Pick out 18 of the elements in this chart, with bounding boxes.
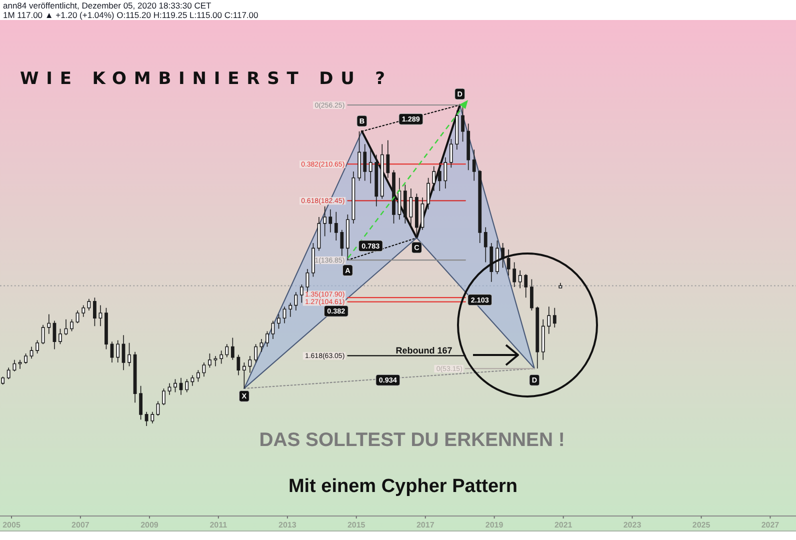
x-tick-label: 2017 — [416, 520, 435, 530]
x-tick-label: 2025 — [692, 520, 711, 530]
x-tick-label: 2005 — [2, 520, 21, 530]
x-tick-label: 2027 — [761, 520, 780, 530]
x-tick-label: 2013 — [278, 520, 297, 530]
x-tick-label: 2007 — [72, 520, 90, 530]
x-tick-label: 2011 — [210, 520, 228, 530]
x-tick-label: 2021 — [554, 520, 573, 530]
x-tick-label: 2019 — [485, 520, 504, 530]
x-tick-label: 2023 — [623, 520, 642, 530]
x-tick-label: 2009 — [140, 520, 159, 530]
chart-title: WIE KOMBINIERST DU ? — [20, 69, 385, 89]
x-tick-label: 2015 — [347, 520, 366, 530]
text: Mit einem Cypher Pattern — [288, 476, 518, 497]
text: 1M 117.00 ▲ +1.20 (+1.04%) O:115.20 H:119.25 L:115.00 C:117.00 — [3, 10, 259, 20]
text: DAS SOLLTEST DU ERKENNEN ! — [259, 429, 565, 451]
annotation: Rebound 167 — [396, 346, 452, 356]
text: ann84 veröffentlicht, Dezember 05, 2020 18:33:30 CET — [3, 0, 212, 10]
